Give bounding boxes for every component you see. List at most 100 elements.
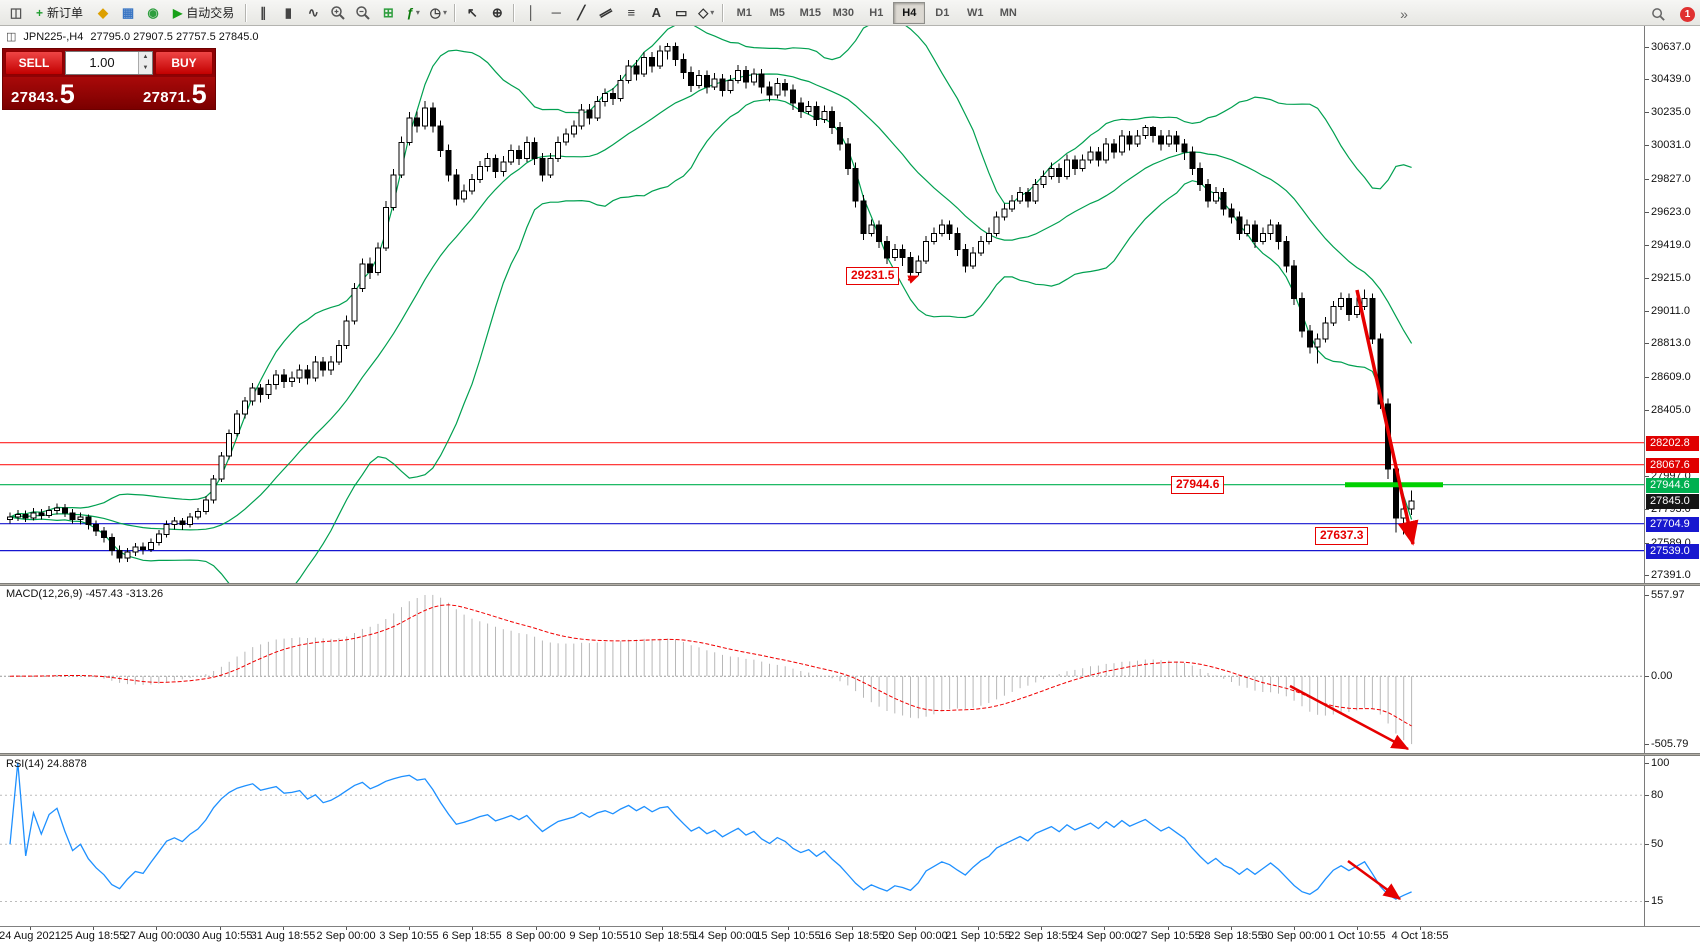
candlestick-chart-icon[interactable]: ▮: [276, 1, 300, 25]
timeframe-m5-button[interactable]: M5: [769, 6, 785, 19]
autotrading-icon: ▶: [173, 5, 183, 20]
bar-chart-icon[interactable]: ∥: [251, 1, 275, 25]
time-tick-mark: [978, 927, 979, 930]
volume-down-button[interactable]: ▼: [139, 63, 152, 74]
price-axis-tick: 30637.0: [1651, 41, 1691, 53]
chart-region[interactable]: 30637.0 30439.0 30235.0 30031.0 29827.0 29623…: [0, 26, 1700, 943]
volume-field[interactable]: 1.00 ▲ ▼: [65, 51, 153, 75]
timeframe-m1-button[interactable]: M1: [736, 6, 752, 19]
panel-splitter[interactable]: [0, 583, 1700, 586]
timeframe-d1-button[interactable]: D1: [935, 6, 950, 19]
price-tag-27539.0: 27539.0: [1646, 544, 1699, 559]
line-chart-icon[interactable]: ∿: [301, 1, 325, 25]
vertical-line-icon[interactable]: │: [519, 1, 543, 25]
price-chart[interactable]: [0, 26, 1644, 583]
time-tick-mark: [788, 927, 789, 930]
note-pointer-arrow: [907, 275, 919, 284]
chevron-down-icon[interactable]: ▾: [415, 8, 420, 17]
new-order-button[interactable]: + 新订单: [29, 1, 90, 25]
time-tick-mark: [915, 927, 916, 930]
label-icon[interactable]: ▭: [669, 1, 693, 25]
macd-panel[interactable]: [0, 586, 1644, 753]
cursor-icon[interactable]: ↖: [460, 1, 484, 25]
rsi-panel[interactable]: [0, 756, 1644, 926]
timeframe-m15-button[interactable]: M15: [799, 6, 821, 19]
data-window-icon[interactable]: ▦: [116, 1, 140, 25]
price-axis[interactable]: 30637.0 30439.0 30235.0 30031.0 29827.0 29623…: [1644, 26, 1700, 926]
fibonacci-icon[interactable]: ≡: [619, 1, 643, 25]
time-axis-label: 24 Aug 2021: [0, 930, 61, 942]
notification-badge[interactable]: 1: [1680, 6, 1695, 22]
time-axis-label: 21 Sep 10:55: [945, 930, 1011, 942]
trend-arrow-down[interactable]: [1355, 289, 1419, 546]
search-icon[interactable]: [1646, 2, 1670, 26]
horizontal-line-icon: ─: [551, 5, 561, 20]
axis-tick-mark: [1645, 47, 1649, 48]
time-axis-label: 2 Sep 00:00: [316, 930, 376, 942]
market-watch-icon[interactable]: ◆: [91, 1, 115, 25]
timeframe-h1-button[interactable]: H1: [869, 6, 884, 19]
symbol-name: JPN225-,H4: [23, 30, 84, 43]
macd-axis-zero: 0.00: [1651, 670, 1673, 682]
tile-windows-icon[interactable]: ⊞: [376, 1, 400, 25]
time-axis-label: 22 Sep 18:55: [1008, 930, 1074, 942]
price-tag-27944.6: 27944.6: [1646, 478, 1699, 493]
chevron-down-icon[interactable]: ▾: [710, 8, 715, 17]
navigator-icon[interactable]: ◉: [141, 1, 165, 25]
autotrading-button[interactable]: ▶ 自动交易: [166, 1, 241, 25]
axis-tick-mark: [1645, 343, 1649, 344]
buy-price[interactable]: 27871. 5: [143, 80, 207, 107]
chart-window-icon[interactable]: ◫: [4, 1, 28, 25]
price-annotation-label[interactable]: 29231.5: [846, 267, 900, 285]
panel-splitter[interactable]: [0, 753, 1700, 756]
zoom-out-icon[interactable]: [351, 1, 375, 25]
timeframe-w1-button[interactable]: W1: [967, 6, 984, 19]
rsi-trend-arrow[interactable]: [1347, 859, 1402, 901]
vertical-line-icon: │: [527, 5, 536, 20]
time-axis-label: 14 Sep 00:00: [692, 930, 758, 942]
price-annotation-label[interactable]: 27637.3: [1315, 527, 1369, 545]
timeframe-mn-button[interactable]: MN: [999, 6, 1017, 19]
time-tick-mark: [662, 927, 663, 930]
toolbar-overflow-button[interactable]: »: [1400, 6, 1408, 22]
horizontal-line-icon[interactable]: ─: [544, 1, 568, 25]
macd-trend-arrow[interactable]: [1289, 684, 1410, 751]
zoom-in-icon[interactable]: [326, 1, 350, 25]
time-axis-label: 8 Sep 00:00: [506, 930, 566, 942]
one-click-trading-panel: SELL 1.00 ▲ ▼ BUY 27843. 5 27871. 5: [2, 48, 216, 110]
axis-tick-mark: [1645, 763, 1649, 764]
time-axis-label: 16 Sep 18:55: [819, 930, 885, 942]
time-axis-label: 30 Aug 10:55: [187, 930, 253, 942]
periods-icon: ◷: [429, 4, 441, 20]
rsi-axis-tick: 100: [1651, 757, 1670, 769]
sell-price[interactable]: 27843. 5: [11, 80, 75, 107]
axis-tick-mark: [1645, 145, 1649, 146]
sell-button[interactable]: SELL: [5, 51, 63, 75]
rsi-axis-tick: 50: [1651, 838, 1664, 850]
macd-axis-min: -505.79: [1651, 738, 1689, 750]
price-tag-27845.0: 27845.0: [1646, 494, 1699, 509]
label-icon: ▭: [675, 4, 688, 20]
trendline-icon[interactable]: ╱: [569, 1, 593, 25]
shapes-icon: ◇: [698, 4, 709, 20]
periods-icon[interactable]: ◷ ▾: [426, 1, 450, 25]
chevron-down-icon[interactable]: ▾: [442, 8, 447, 17]
channel-icon[interactable]: ∥: [594, 1, 618, 25]
chart-window-icon: ◫: [9, 4, 23, 20]
time-tick-mark: [725, 927, 726, 930]
time-tick-mark: [1104, 927, 1105, 930]
indicators-icon[interactable]: ƒ ▾: [401, 1, 425, 25]
timeframe-m30-button[interactable]: M30: [832, 6, 854, 19]
macd-axis-max: 557.97: [1651, 589, 1685, 601]
shapes-icon[interactable]: ◇ ▾: [694, 1, 718, 25]
volume-up-button[interactable]: ▲: [139, 52, 152, 63]
time-tick-mark: [409, 927, 410, 930]
timeframe-h4-button[interactable]: H4: [893, 1, 926, 24]
price-annotation-label[interactable]: 27944.6: [1171, 476, 1225, 494]
volume-value[interactable]: 1.00: [89, 55, 115, 70]
text-icon[interactable]: A: [644, 1, 668, 25]
time-axis-label: 27 Sep 10:55: [1135, 930, 1201, 942]
buy-button[interactable]: BUY: [155, 51, 213, 75]
time-axis[interactable]: 24 Aug 2021 25 Aug 18:55 27 Aug 00:00 30 Au…: [0, 926, 1700, 943]
crosshair-icon[interactable]: ⊕: [485, 1, 509, 25]
